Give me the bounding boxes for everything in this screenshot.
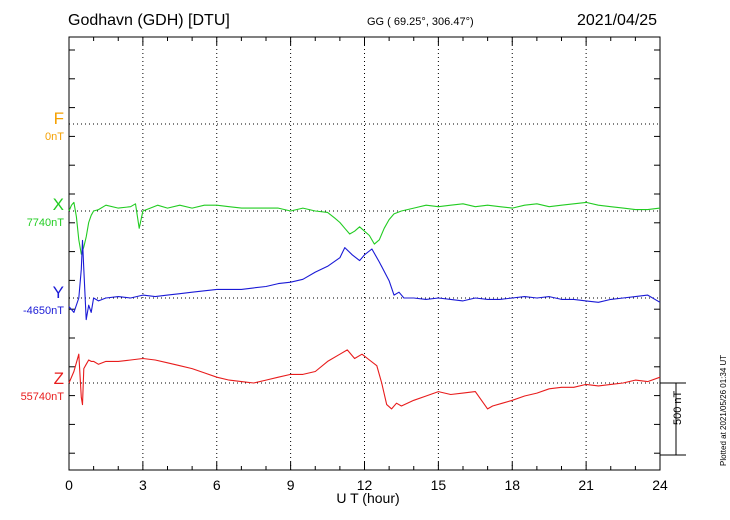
date-label: 2021/04/25 xyxy=(577,12,658,29)
x-tick-label: 21 xyxy=(578,477,594,493)
station-title: Godhavn (GDH) [DTU] xyxy=(68,12,230,29)
component-y-baseline: -4650nT xyxy=(23,305,64,317)
x-axis-label: U T (hour) xyxy=(336,490,400,506)
component-f-letter: F xyxy=(53,109,64,128)
x-tick-label: 18 xyxy=(504,477,520,493)
x-tick-label: 3 xyxy=(139,477,147,493)
plotted-timestamp: Plotted at 2021/05/26 01:34 UT xyxy=(719,354,728,466)
component-f: F 0nT xyxy=(0,109,64,144)
component-x-baseline: 7740nT xyxy=(26,217,64,229)
x-tick-label: 12 xyxy=(357,477,373,493)
x-tick-label: 0 xyxy=(65,477,73,493)
component-y-letter: Y xyxy=(52,283,64,302)
x-tick-label: 24 xyxy=(652,477,668,493)
series-line-x xyxy=(68,201,661,255)
component-z: Z 55740nT xyxy=(0,369,64,404)
component-y: Y -4650nT xyxy=(0,283,64,318)
component-f-baseline: 0nT xyxy=(45,131,64,143)
station-coordinates: GG ( 69.25°, 306.47°) xyxy=(367,16,474,28)
component-x: X 7740nT xyxy=(0,195,64,230)
x-tick-label: 6 xyxy=(213,477,221,493)
x-tick-label: 9 xyxy=(287,477,295,493)
component-z-baseline: 55740nT xyxy=(20,391,64,403)
component-x-letter: X xyxy=(52,195,64,214)
grid-lines xyxy=(69,37,660,470)
x-tick-label: 15 xyxy=(431,477,447,493)
axis-ticks: 0 3 6 9 12 15 18 21 24 xyxy=(65,37,668,493)
series-line-y xyxy=(68,239,661,321)
scale-bar xyxy=(660,382,686,456)
scale-bar-label: 500 nT xyxy=(672,390,684,425)
series-line-z xyxy=(68,349,661,410)
series-lines xyxy=(68,201,661,410)
component-z-letter: Z xyxy=(53,369,64,388)
